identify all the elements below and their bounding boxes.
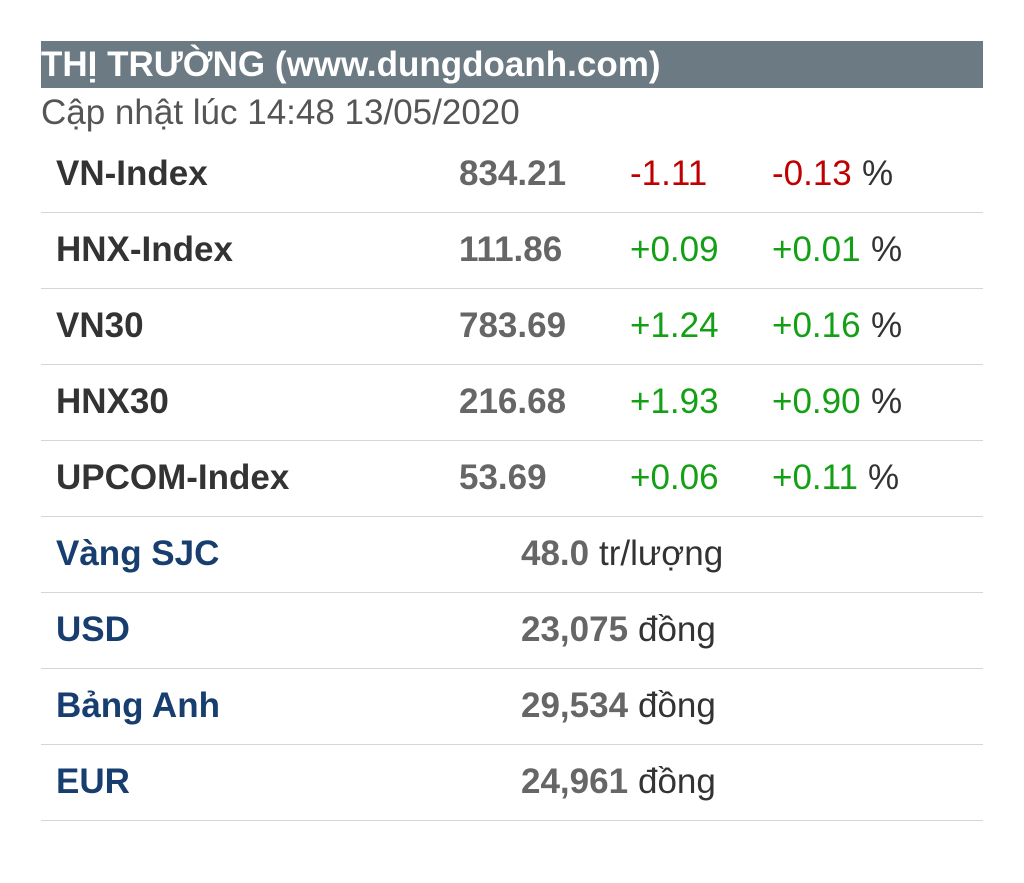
index-percent: +0.90 [772,382,861,421]
rate-unit: đồng [638,610,716,649]
table-row: VN-Index 834.21 -1.11 -0.13% [41,136,983,213]
header-bar [41,41,983,88]
index-change: +0.09 [630,230,719,269]
rate-name: USD [56,610,130,649]
index-value: 783.69 [459,306,567,345]
updated-time: Cập nhật lúc 14:48 13/05/2020 [41,93,520,132]
rate-name: Bảng Anh [56,686,220,725]
table-row: EUR 24,961 đồng [41,744,983,821]
index-value: 216.68 [459,382,567,421]
rate-value: 29,534 [521,686,629,725]
table-row: UPCOM-Index 53.69 +0.06 +0.11% [41,440,983,517]
index-change: +0.06 [630,458,719,497]
index-percent: +0.16 [772,306,861,345]
rate-value: 48.0 [521,534,590,573]
title: THỊ TRƯỜNG (www.dungdoanh.com) [41,45,661,84]
table-row: Vàng SJC 48.0 tr/lượng [41,516,983,593]
index-name: HNX-Index [56,230,233,269]
index-value: 111.86 [459,230,563,269]
percent-unit: % [871,382,903,421]
index-name: VN-Index [56,154,208,193]
rate-value: 24,961 [521,762,629,801]
rate-unit: đồng [638,686,716,725]
index-percent: +0.11 [772,458,858,497]
index-value: 834.21 [459,154,567,193]
rate-unit: tr/lượng [599,534,724,573]
percent-unit: % [871,306,903,345]
index-name: UPCOM-Index [56,458,290,497]
table-row: HNX30 216.68 +1.93 +0.90% [41,364,983,441]
rate-value: 23,075 [521,610,629,649]
index-name: HNX30 [56,382,169,421]
table-row: Bảng Anh 29,534 đồng [41,668,983,745]
rate-name: Vàng SJC [56,534,220,573]
index-percent: +0.01 [772,230,861,269]
index-change: -1.11 [630,154,708,193]
rate-unit: đồng [638,762,716,801]
table-row: VN30 783.69 +1.24 +0.16% [41,288,983,365]
table-row: HNX-Index 111.86 +0.09 +0.01% [41,212,983,289]
percent-unit: % [871,230,903,269]
table-row: USD 23,075 đồng [41,592,983,669]
index-change: +1.24 [630,306,719,345]
index-change: +1.93 [630,382,719,421]
index-percent: -0.13 [772,154,852,193]
percent-unit: % [868,458,900,497]
rate-name: EUR [56,762,130,801]
index-name: VN30 [56,306,144,345]
index-value: 53.69 [459,458,547,497]
percent-unit: % [862,154,894,193]
